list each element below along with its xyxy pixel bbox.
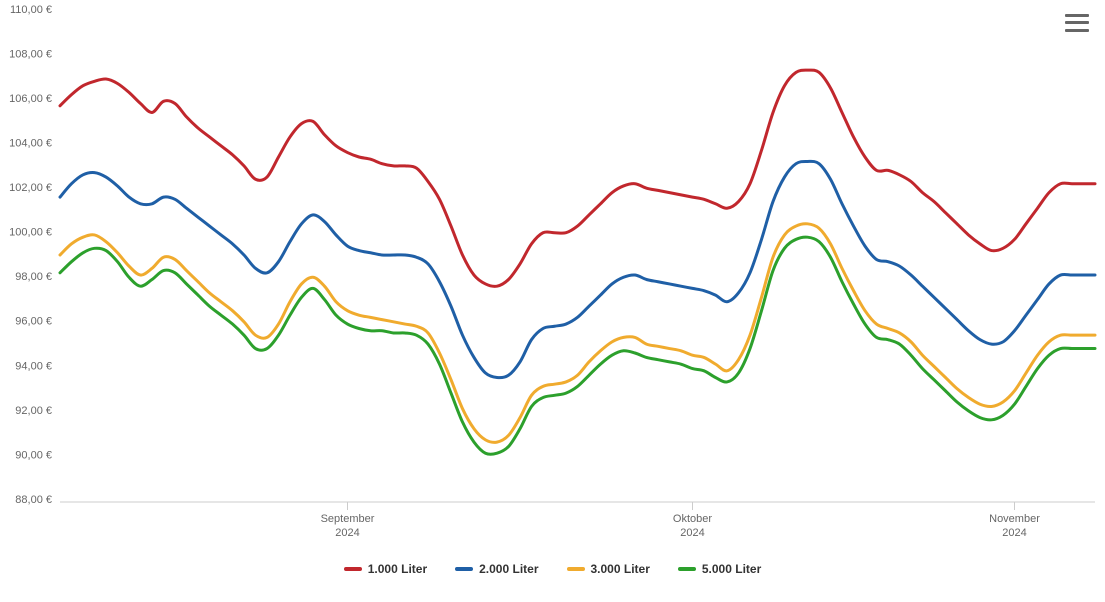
- legend-item[interactable]: 1.000 Liter: [344, 562, 427, 576]
- x-tick-sublabel: 2024: [680, 527, 704, 539]
- y-tick-label: 110,00 €: [10, 4, 52, 16]
- legend-label: 5.000 Liter: [702, 562, 761, 576]
- price-chart: 88,00 € 90,00 € 92,00 € 94,00 € 96,00 € 98,00…: [0, 0, 1105, 602]
- y-tick-label: 88,00 €: [15, 494, 52, 506]
- legend-swatch: [455, 567, 473, 571]
- legend-item[interactable]: 5.000 Liter: [678, 562, 761, 576]
- hamburger-icon: [1065, 29, 1089, 32]
- y-tick-label: 90,00 €: [15, 449, 52, 461]
- legend-label: 1.000 Liter: [368, 562, 427, 576]
- series-line[interactable]: [60, 224, 1095, 443]
- x-tick-label: September: [321, 513, 375, 525]
- legend-swatch: [344, 567, 362, 571]
- legend-swatch: [678, 567, 696, 571]
- hamburger-icon: [1065, 21, 1089, 24]
- y-tick-label: 108,00 €: [9, 48, 52, 60]
- series-line[interactable]: [60, 161, 1095, 377]
- chart-plot-area: 88,00 € 90,00 € 92,00 € 94,00 € 96,00 € 98,00…: [0, 0, 1105, 602]
- y-tick-label: 96,00 €: [15, 316, 52, 328]
- y-tick-label: 92,00 €: [15, 405, 52, 417]
- y-tick-label: 94,00 €: [15, 360, 52, 372]
- y-tick-label: 100,00 €: [9, 227, 52, 239]
- x-tick-sublabel: 2024: [335, 527, 359, 539]
- legend-label: 2.000 Liter: [479, 562, 538, 576]
- y-tick-label: 98,00 €: [15, 271, 52, 283]
- legend-swatch: [567, 567, 585, 571]
- y-tick-label: 106,00 €: [9, 93, 52, 105]
- chart-legend: 1.000 Liter 2.000 Liter 3.000 Liter 5.000 L…: [0, 560, 1105, 576]
- chart-menu-button[interactable]: [1063, 10, 1091, 36]
- legend-item[interactable]: 2.000 Liter: [455, 562, 538, 576]
- legend-label: 3.000 Liter: [591, 562, 650, 576]
- y-tick-label: 104,00 €: [9, 138, 52, 150]
- x-tick-sublabel: 2024: [1002, 527, 1026, 539]
- x-tick-label: November: [989, 513, 1040, 525]
- series-line[interactable]: [60, 237, 1095, 454]
- y-tick-label: 102,00 €: [9, 182, 52, 194]
- x-tick-label: Oktober: [673, 513, 712, 525]
- series-line[interactable]: [60, 70, 1095, 286]
- legend-item[interactable]: 3.000 Liter: [567, 562, 650, 576]
- hamburger-icon: [1065, 14, 1089, 17]
